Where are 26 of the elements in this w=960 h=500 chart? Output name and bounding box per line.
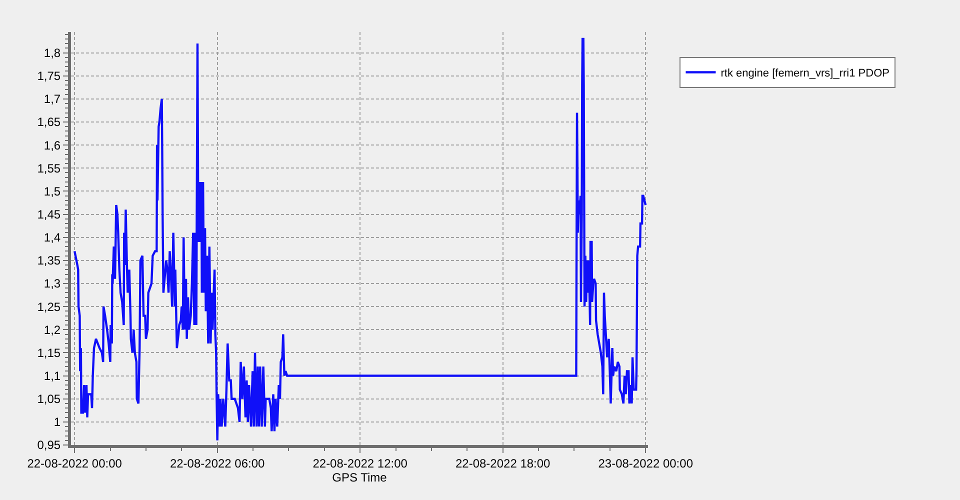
y-tick-label: 1,5: [44, 184, 61, 198]
y-tick-label: 1,15: [37, 346, 61, 360]
legend-label: rtk engine [femern_vrs]_rri1 PDOP: [720, 68, 890, 80]
y-tick-label: 1,6: [44, 138, 61, 152]
y-tick-label: 1,25: [37, 300, 61, 314]
x-axis-title: GPS Time: [332, 470, 388, 484]
y-tick-label: 1,45: [37, 207, 61, 222]
y-tick-label: 1,65: [37, 115, 61, 130]
x-tick-label: 23-08-2022 00:00: [598, 456, 694, 470]
y-tick-label: 1,8: [44, 46, 61, 60]
x-tick-label: 22-08-2022 00:00: [27, 456, 122, 470]
y-tick-label: 0,95: [37, 438, 61, 452]
y-tick-label: 1,4: [44, 230, 61, 245]
y-tick-label: 1,55: [37, 161, 61, 176]
y-tick-label: 1,35: [37, 254, 61, 268]
line-series: [73, 38, 647, 442]
y-tick-label: 1,2: [44, 322, 61, 337]
x-tick-label: 22-08-2022 06:00: [170, 456, 266, 470]
y-tick-label: 1,1: [44, 368, 61, 383]
y-tick-label: 1,3: [44, 276, 61, 291]
y-tick-label: 1,05: [37, 392, 61, 406]
y-tick-label: 1: [54, 415, 61, 430]
x-tick-label: 22-08-2022 12:00: [312, 456, 408, 470]
x-tick-label: 22-08-2022 18:00: [455, 456, 551, 470]
y-tick-label: 1,75: [37, 69, 61, 84]
y-tick-label: 1,7: [44, 92, 61, 106]
